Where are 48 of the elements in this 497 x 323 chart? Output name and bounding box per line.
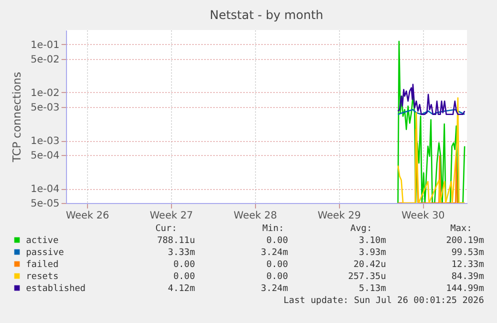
y-tick-label: 5e-04	[30, 150, 60, 162]
legend-label: passive	[26, 248, 64, 258]
y-tick-label: 5e-02	[30, 54, 60, 66]
y-tick-label: 1e-03	[30, 136, 60, 148]
text: 3.24m	[260, 248, 288, 258]
x-tick-label: Week 27	[150, 210, 194, 222]
x-tick-label: Week 28	[234, 210, 277, 222]
text: 144.99m	[446, 284, 484, 294]
legend-label: failed	[26, 260, 59, 270]
text: 3.24m	[260, 284, 288, 294]
y-tick-label: 1e-04	[30, 184, 60, 196]
line-series	[397, 40, 466, 203]
y-tick-label: 5e-05	[30, 198, 60, 210]
text: 5.13m	[358, 284, 386, 294]
text: 0.00	[173, 272, 195, 282]
line-series	[397, 84, 466, 116]
text: 0.00	[266, 272, 288, 282]
text: 4.12m	[168, 284, 195, 294]
text: 3.93m	[358, 248, 386, 258]
x-tick-label: Week 26	[66, 210, 110, 222]
text: Last update: Sun Jul 26 00:01:25 2026	[284, 296, 484, 306]
text: 788.11u	[157, 236, 195, 246]
x-tick-label: Week 29	[318, 210, 361, 222]
text: 3.10m	[358, 236, 386, 246]
legend-label: active	[26, 236, 59, 246]
text: 20.42u	[353, 260, 386, 270]
text: 0.00	[266, 236, 288, 246]
line-series	[397, 97, 466, 203]
text: 0.00	[266, 260, 288, 270]
text: Max:	[450, 224, 472, 234]
text: Cur:	[155, 224, 177, 234]
text: Avg:	[350, 224, 372, 234]
y-tick-label: 5e-03	[30, 102, 60, 114]
chart-title: Netstat - by month	[210, 8, 324, 22]
y-axis-title: TCP connections	[10, 72, 24, 164]
text: 200.19m	[446, 236, 484, 246]
text: 12.33m	[451, 260, 484, 270]
text: 257.35u	[348, 272, 386, 282]
legend-label: established	[26, 284, 86, 294]
text: 0.00	[173, 260, 195, 270]
legend-label: resets	[26, 272, 59, 282]
x-tick-label: Week 30	[401, 210, 445, 222]
y-tick-label: 1e-01	[30, 40, 60, 51]
text: 84.39m	[451, 272, 484, 282]
y-tick-label: 1e-02	[30, 88, 60, 99]
text: 99.53m	[451, 248, 484, 258]
text: 3.33m	[168, 248, 195, 258]
text: Min:	[262, 224, 284, 234]
